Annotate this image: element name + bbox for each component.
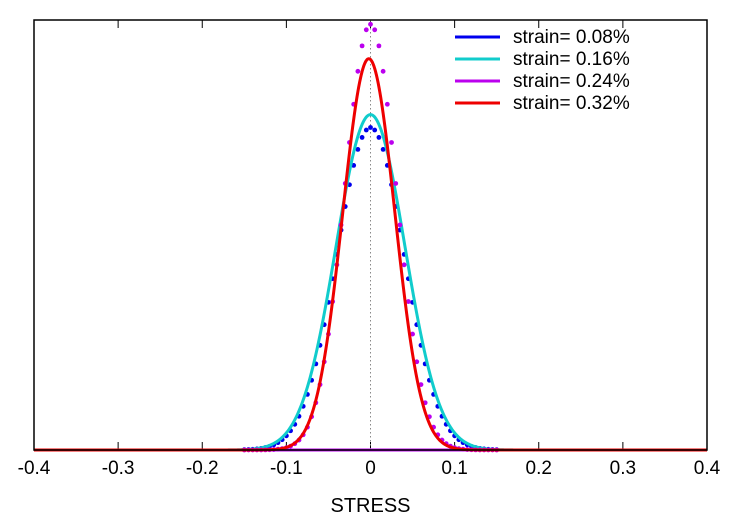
x-tick-label: 0.4: [694, 458, 721, 479]
x-tick-label: 0: [365, 458, 376, 479]
series-point: [363, 27, 369, 33]
x-axis-label: STRESS: [330, 495, 410, 517]
series-point: [372, 27, 378, 33]
legend: strain= 0.08%strain= 0.16%strain= 0.24%s…: [455, 27, 630, 114]
legend-label: strain= 0.08%: [513, 27, 630, 48]
x-tick-label: -0.4: [18, 458, 51, 479]
series-point: [380, 68, 386, 74]
legend-label: strain= 0.16%: [513, 49, 630, 70]
series-point: [380, 147, 386, 152]
series-point: [401, 262, 407, 268]
series-point: [363, 127, 369, 133]
legend-item: strain= 0.32%: [455, 93, 630, 114]
series-point: [376, 135, 382, 140]
legend-label: strain= 0.24%: [513, 71, 630, 92]
series-point: [368, 125, 373, 130]
series-point: [372, 127, 378, 133]
series-point: [405, 299, 411, 304]
series-point: [376, 43, 382, 49]
x-tick-label: 0.1: [441, 458, 467, 479]
series-point: [397, 222, 403, 228]
x-ticks: -0.4 -0.3 -0.2 -0.1 0 0.1 0.2 0.3 0.4: [18, 20, 721, 479]
x-tick-label: 0.2: [526, 458, 552, 479]
series-point: [355, 68, 361, 74]
legend-item: strain= 0.24%: [455, 71, 630, 92]
legend-label: strain= 0.32%: [513, 93, 630, 114]
series-point: [368, 21, 373, 27]
legend-item: strain= 0.08%: [455, 27, 630, 48]
series-point: [410, 331, 415, 337]
series-point: [414, 359, 420, 365]
series-point: [359, 135, 365, 140]
legend-item: strain= 0.16%: [455, 49, 630, 70]
x-tick-label: -0.1: [270, 458, 303, 479]
x-tick-label: -0.2: [186, 458, 219, 479]
series-point: [384, 101, 390, 107]
x-tick-label: -0.3: [102, 458, 135, 479]
plot-frame: [33, 19, 708, 451]
series-point: [393, 181, 399, 186]
series-point: [355, 147, 361, 152]
series-point: [359, 43, 365, 49]
series-point: [389, 140, 394, 145]
x-tick-label: 0.3: [610, 458, 636, 479]
